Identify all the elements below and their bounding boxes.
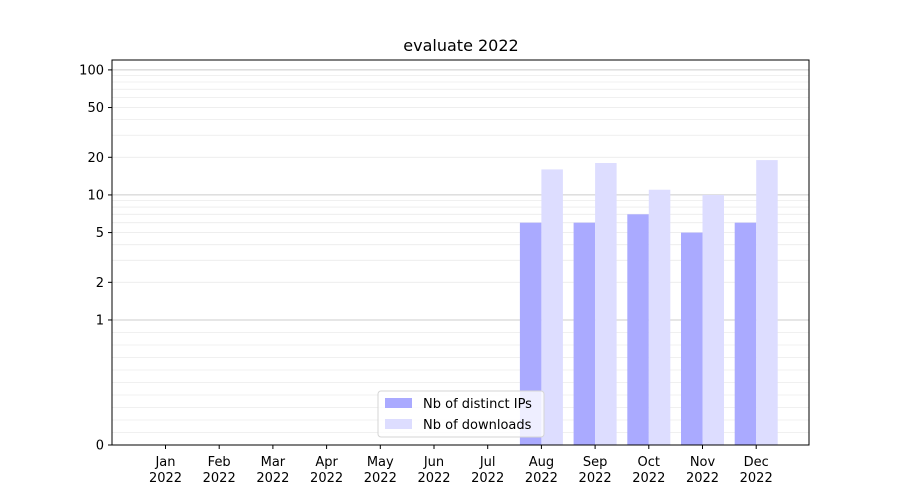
x-tick-label-year: 2022 (632, 471, 665, 486)
x-tick-label-month: Feb (208, 455, 231, 470)
legend: Nb of distinct IPs Nb of downloads (377, 390, 545, 438)
y-tick-label: 10 (87, 188, 104, 203)
grid-lines (112, 69, 809, 433)
x-tick-label-month: Nov (690, 455, 716, 470)
legend-label: Nb of downloads (423, 418, 532, 433)
legend-box (377, 390, 545, 438)
x-tick-label-year: 2022 (364, 471, 397, 486)
x-tick-label-year: 2022 (310, 471, 343, 486)
bar-distinct-ips (573, 222, 596, 445)
bar-downloads (648, 189, 671, 445)
y-axis: 0 1 2 5 10 20 50 100 (79, 63, 112, 454)
x-tick-label-month: Jun (423, 455, 444, 470)
x-tick-label-year: 2022 (579, 471, 612, 486)
legend-swatch (385, 419, 412, 429)
bar-downloads (541, 169, 563, 445)
bar-distinct-ips (627, 214, 649, 445)
bar-distinct-ips (734, 222, 757, 445)
x-tick-label-year: 2022 (525, 471, 558, 486)
y-tick-label: 0 (96, 439, 104, 454)
x-tick-label-month: Jul (479, 455, 496, 470)
x-tick-label-year: 2022 (471, 471, 504, 486)
bar-downloads (595, 163, 617, 445)
x-tick-label-year: 2022 (740, 471, 773, 486)
x-tick-label-month: Apr (315, 455, 338, 470)
y-tick-label: 5 (96, 226, 104, 241)
x-tick-label-month: Dec (744, 455, 769, 470)
x-tick-label-month: Oct (638, 455, 660, 470)
x-tick-label-year: 2022 (203, 471, 236, 486)
y-tick-label: 20 (87, 151, 104, 166)
y-tick-label: 2 (96, 276, 104, 291)
x-tick-label-year: 2022 (417, 471, 450, 486)
y-tick-label: 100 (79, 63, 104, 78)
x-axis: Jan2022Feb2022Mar2022Apr2022May2022Jun20… (149, 445, 773, 486)
x-tick-label-year: 2022 (256, 471, 289, 486)
x-tick-label-year: 2022 (149, 471, 182, 486)
bar-downloads (756, 160, 778, 445)
y-tick-label: 1 (96, 313, 104, 328)
bars (519, 160, 778, 445)
bar-distinct-ips (519, 222, 542, 445)
x-tick-label-month: Sep (583, 455, 608, 470)
bar-downloads (702, 194, 724, 445)
x-tick-label-month: Mar (261, 455, 286, 470)
x-tick-label-month: Jan (154, 455, 175, 470)
bar-distinct-ips (681, 232, 703, 445)
x-tick-label-month: Aug (529, 455, 554, 470)
x-tick-label-month: May (367, 455, 394, 470)
chart-title: evaluate 2022 (403, 36, 518, 55)
legend-swatch (385, 398, 412, 408)
x-tick-label-year: 2022 (686, 471, 719, 486)
y-tick-label: 50 (87, 101, 104, 116)
plot-frame (111, 59, 810, 446)
legend-label: Nb of distinct IPs (423, 397, 532, 412)
